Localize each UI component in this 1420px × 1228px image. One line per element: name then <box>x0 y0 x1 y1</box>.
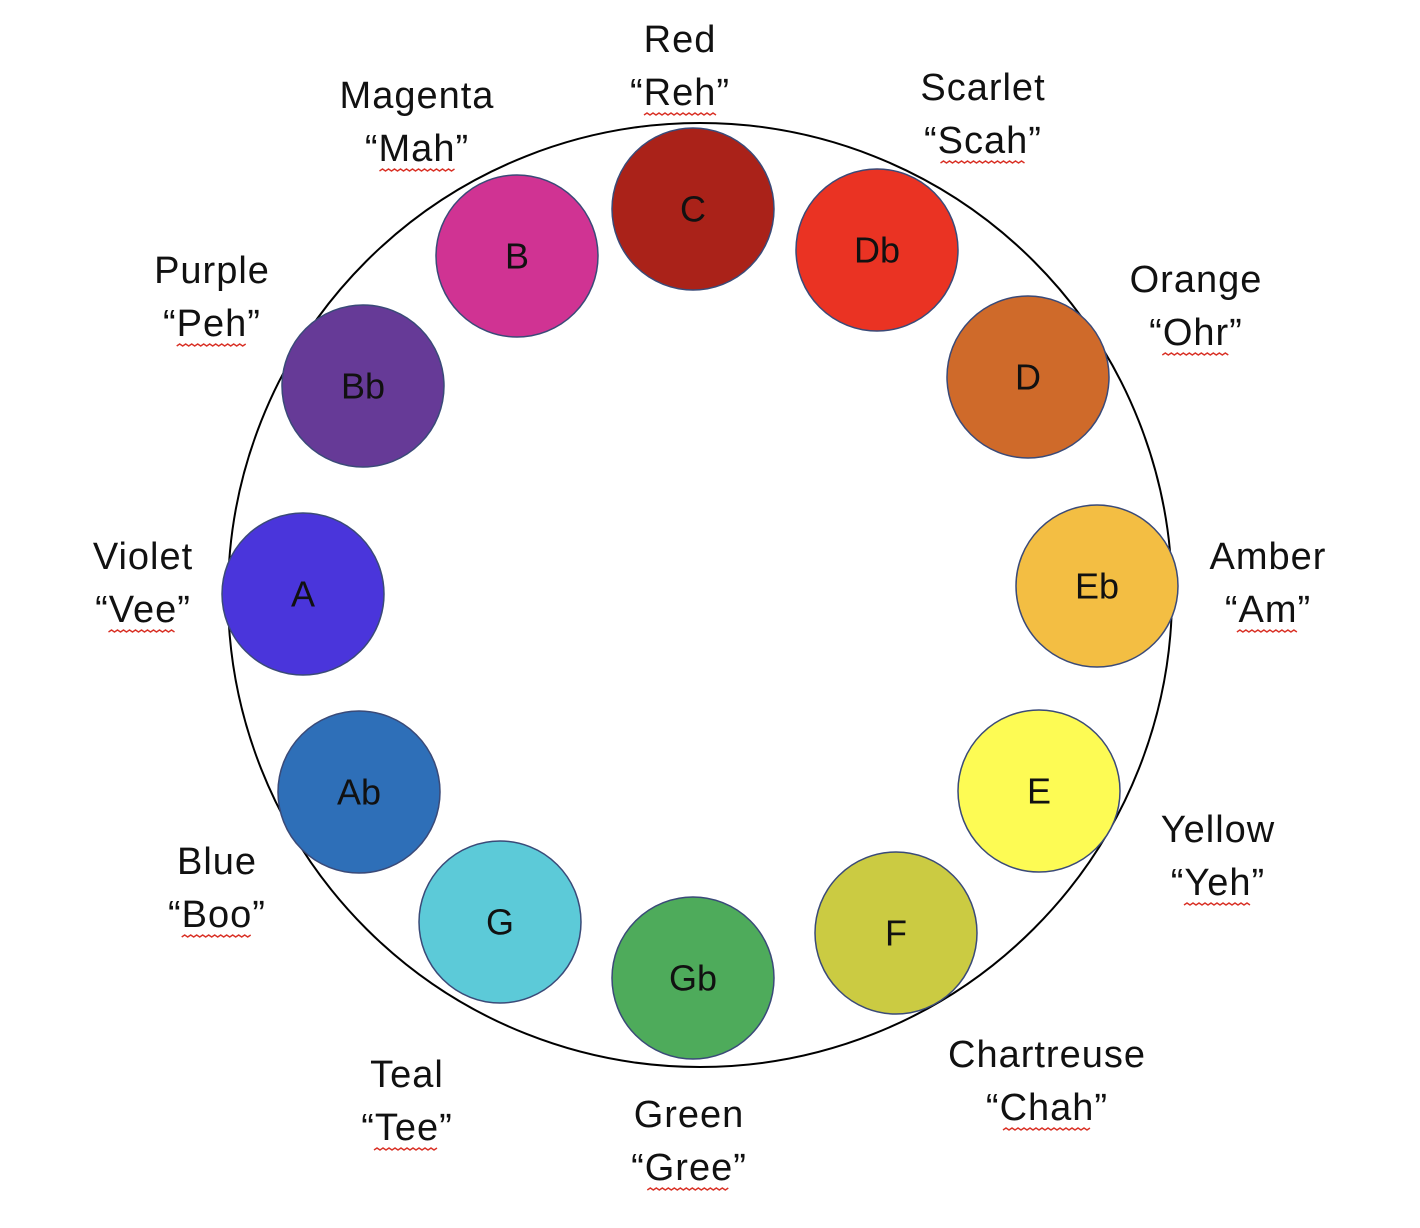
spellcheck-underline-a <box>108 629 175 633</box>
note-letter-b: B <box>505 236 529 277</box>
syllable-label-d: “Ohr” <box>1149 312 1243 354</box>
spellcheck-underline-c <box>643 112 717 116</box>
note-letter-ab: Ab <box>337 772 381 813</box>
syllable-label-e: “Yeh” <box>1171 862 1265 904</box>
color-name-label-b: Magenta <box>340 75 495 117</box>
note-letter-g: G <box>486 902 514 943</box>
spellcheck-underline-d <box>1161 352 1229 356</box>
spellcheck-underline-b <box>379 168 455 172</box>
syllable-label-db: “Scah” <box>924 120 1042 162</box>
syllable-label-a: “Vee” <box>95 589 191 631</box>
note-labels-group: Red “Reh” Scarlet “Scah” Orange “Ohr” Amber “Am… <box>93 19 1327 1191</box>
color-name-label-f: Chartreuse <box>948 1034 1146 1076</box>
note-letter-d: D <box>1015 357 1041 398</box>
note-circle-gb <box>611 896 775 1060</box>
color-name-label-gb: Green <box>634 1094 745 1136</box>
spellcheck-underline-eb <box>1236 629 1298 633</box>
color-name-label-ab: Blue <box>177 841 257 883</box>
note-letter-e: E <box>1027 771 1051 812</box>
spellcheck-underline-e <box>1183 902 1251 906</box>
color-name-label-bb: Purple <box>154 250 270 292</box>
syllable-label-f: “Chah” <box>986 1087 1108 1129</box>
note-circle-d <box>946 295 1110 459</box>
spellcheck-underline-g <box>373 1147 438 1151</box>
color-name-label-eb: Amber <box>1210 536 1327 578</box>
note-circle-f <box>814 851 978 1015</box>
note-letter-db: Db <box>854 230 900 271</box>
note-letter-c: C <box>680 189 706 230</box>
note-circle-ab <box>277 710 441 874</box>
spellcheck-underline-bb <box>176 343 247 347</box>
note-circles-group: C Db D Eb E F Gb G Ab A Bb B <box>221 127 1179 1060</box>
note-circle-c <box>611 127 775 291</box>
syllable-label-gb: “Gree” <box>631 1147 747 1189</box>
note-letter-bb: Bb <box>341 366 385 407</box>
note-letter-gb: Gb <box>669 958 717 999</box>
spellcheck-underline-ab <box>181 934 252 938</box>
note-circle-bb <box>281 304 445 468</box>
syllable-label-c: “Reh” <box>630 72 730 114</box>
color-name-label-e: Yellow <box>1161 809 1275 851</box>
syllable-label-eb: “Am” <box>1225 589 1311 631</box>
note-circle-db <box>795 168 959 332</box>
syllable-label-b: “Mah” <box>365 128 469 170</box>
note-letter-eb: Eb <box>1075 566 1119 607</box>
note-circle-e <box>957 709 1121 873</box>
spellcheck-underline-db <box>940 160 1025 164</box>
note-letter-f: F <box>885 913 907 954</box>
syllable-label-ab: “Boo” <box>168 894 266 936</box>
color-name-label-a: Violet <box>93 536 193 578</box>
note-circle-a <box>221 512 385 676</box>
spellcheck-underline-f <box>1002 1127 1091 1131</box>
spellcheck-underline-gb <box>646 1187 729 1191</box>
syllable-label-g: “Tee” <box>361 1107 453 1149</box>
note-circle-eb <box>1015 504 1179 668</box>
color-name-label-db: Scarlet <box>920 67 1045 109</box>
color-name-label-g: Teal <box>370 1054 444 1096</box>
note-circle-g <box>418 840 582 1004</box>
color-name-label-d: Orange <box>1130 259 1263 301</box>
color-name-label-c: Red <box>644 19 717 61</box>
syllable-label-bb: “Peh” <box>163 303 261 345</box>
note-letter-a: A <box>291 574 315 615</box>
note-circle-b <box>435 174 599 338</box>
